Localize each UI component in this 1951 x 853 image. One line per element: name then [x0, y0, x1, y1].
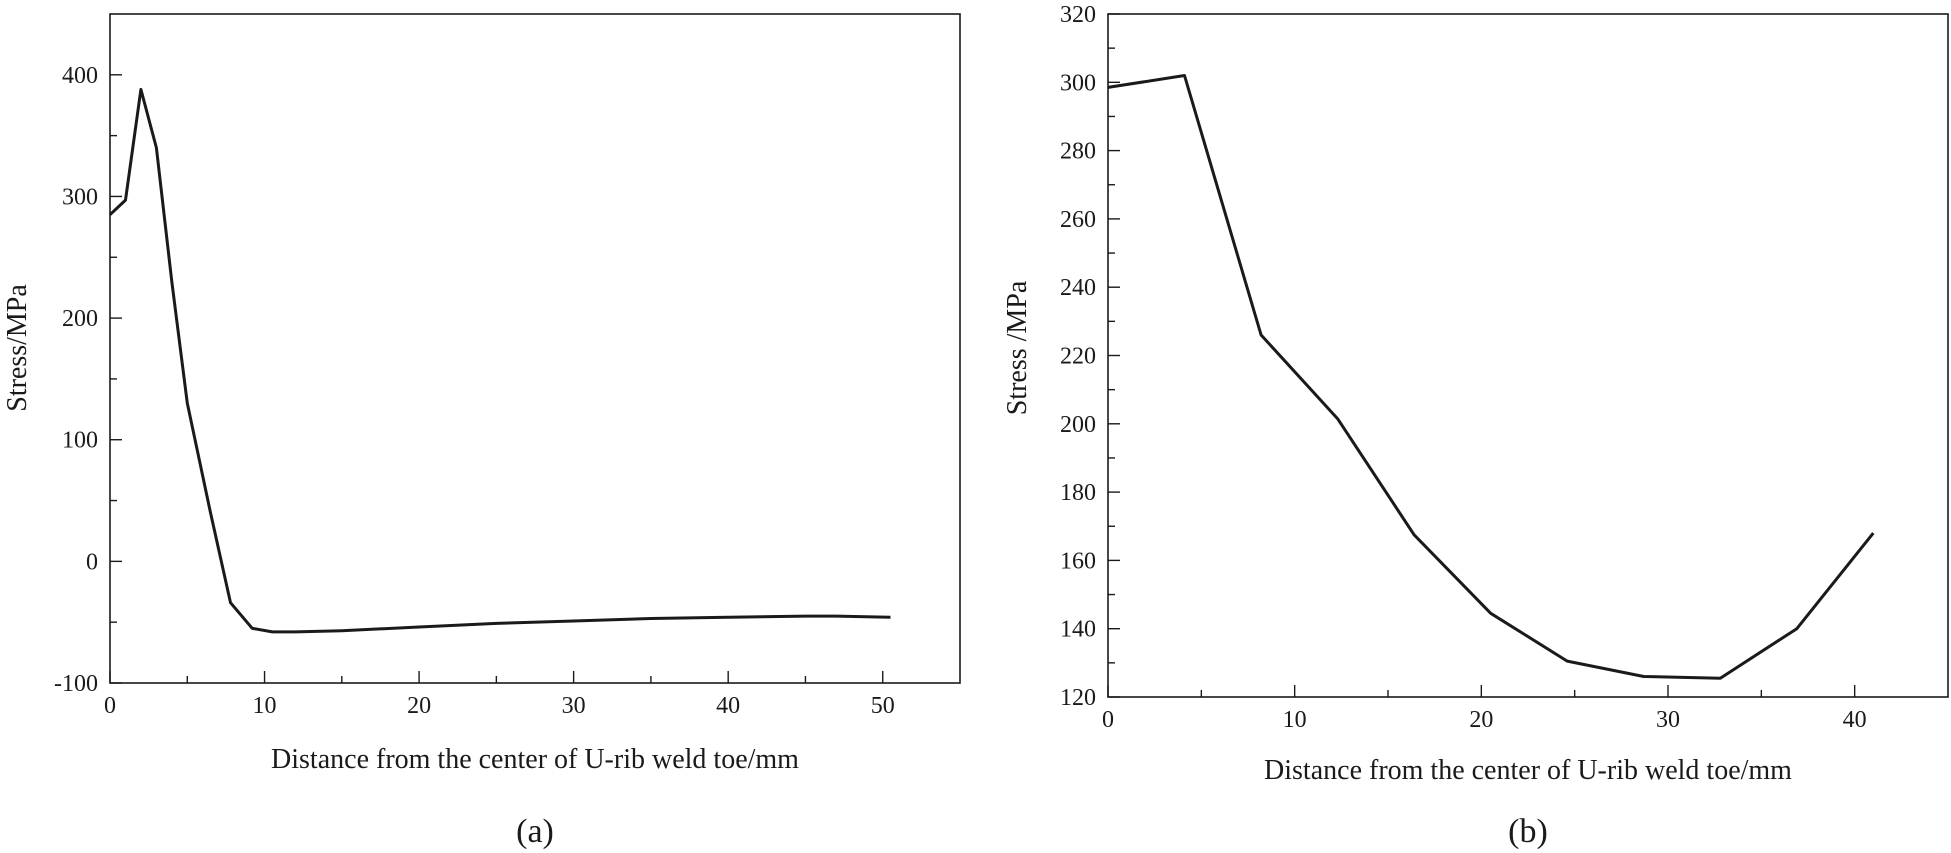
- y-tick-label-a: 200: [62, 306, 98, 332]
- x-axis-label-b: Distance from the center of U-rib weld t…: [1264, 755, 1792, 786]
- series-line-b: [1107, 74, 1875, 680]
- y-axis-label-b: Stress /MPa: [1002, 280, 1033, 415]
- y-tick-label-b: 260: [1060, 207, 1096, 233]
- y-tick-label-b: 120: [1060, 685, 1096, 711]
- panel-caption-b: (b): [1508, 813, 1548, 850]
- plot-frame-a: [109, 13, 961, 684]
- y-tick-label-b: 180: [1060, 480, 1096, 506]
- y-tick-label-b: 200: [1060, 412, 1096, 438]
- x-tick-label-a: 10: [253, 693, 277, 719]
- x-tick-label-b: 40: [1843, 707, 1867, 733]
- x-axis-label-a: Distance from the center of U-rib weld t…: [271, 744, 799, 775]
- y-tick-label-a: 0: [86, 549, 98, 575]
- x-tick-label-a: 40: [716, 693, 740, 719]
- y-tick-label-a: -100: [54, 671, 98, 697]
- x-tick-label-a: 50: [871, 693, 895, 719]
- y-tick-label-b: 160: [1060, 548, 1096, 574]
- panel-caption-a: (a): [516, 813, 554, 850]
- y-tick-label-b: 280: [1060, 139, 1096, 165]
- y-tick-label-a: 100: [62, 428, 98, 454]
- x-tick-label-a: 20: [407, 693, 431, 719]
- y-tick-label-a: 400: [62, 63, 98, 89]
- y-tick-label-b: 140: [1060, 617, 1096, 643]
- y-tick-label-b: 300: [1060, 70, 1096, 96]
- y-tick-label-b: 320: [1060, 2, 1096, 28]
- y-tick-label-b: 220: [1060, 344, 1096, 370]
- x-tick-label-b: 0: [1102, 707, 1114, 733]
- panel-b: 0 10 20 30 40 120 140 160 180 200 220 240 260 280 300 3…: [1002, 2, 1949, 850]
- y-tick-label-b: 240: [1060, 275, 1096, 301]
- x-tick-label-b: 30: [1656, 707, 1680, 733]
- plot-frame-b: [1107, 13, 1949, 698]
- y-tick-label-a: 300: [62, 184, 98, 210]
- x-tick-label-b: 20: [1469, 707, 1493, 733]
- y-axis-label-a: Stress/MPa: [2, 284, 33, 412]
- x-tick-label-a: 30: [562, 693, 586, 719]
- series-line-a: [108, 87, 891, 634]
- x-tick-label-a: 0: [104, 693, 116, 719]
- x-tick-label-b: 10: [1283, 707, 1307, 733]
